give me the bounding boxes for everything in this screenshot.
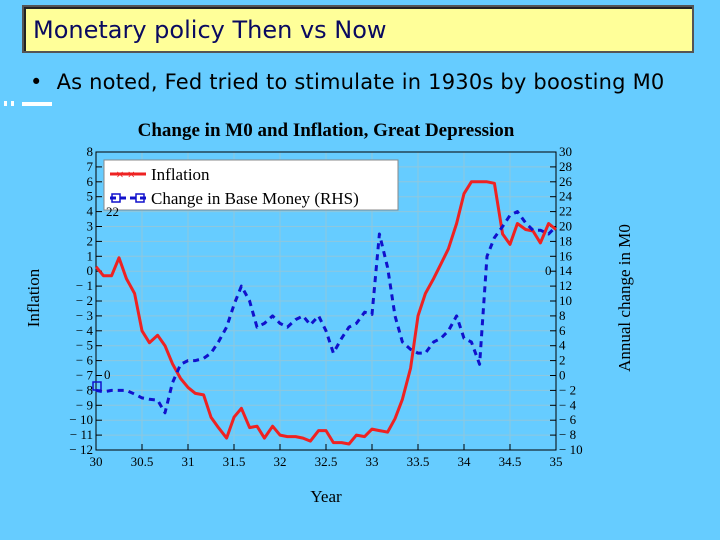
y-axis-label-right: Annual change in M0 (615, 224, 634, 372)
x-tick-label: 33.5 (407, 454, 430, 469)
right-tick-label: 26 (559, 174, 573, 189)
right-tick-label: 18 (559, 233, 572, 248)
left-tick-label: − 9 (76, 397, 93, 412)
left-tick-label: 6 (87, 174, 94, 189)
x-tick-label: 32 (274, 454, 287, 469)
y-axis-label-left: Inflation (24, 268, 43, 327)
left-tick-label: 5 (87, 189, 94, 204)
left-tick-label: − 7 (76, 368, 94, 383)
slide-title: Monetary policy Then vs Now (33, 16, 387, 44)
x-tick-label: 31.5 (223, 454, 246, 469)
left-tick-label: 7 (87, 159, 94, 174)
right-tick-label: 0 (559, 368, 566, 383)
right-tick-label: 20 (559, 219, 572, 234)
bullet-point: • As noted, Fed tried to stimulate in 193… (30, 70, 664, 94)
x-axis-label: Year (310, 487, 342, 506)
right-tick-label: 28 (559, 159, 572, 174)
legend-inflation-marker: × × (116, 168, 135, 183)
legend-money-marker (111, 193, 121, 203)
inflation-line (94, 180, 557, 446)
left-tick-label: 0 (87, 263, 94, 278)
legend-inflation-label: Inflation (151, 165, 210, 184)
legend-money-marker (135, 193, 145, 203)
legend: × × Inflation Change in Base Money (RHS) (103, 159, 399, 211)
right-tick-label: 12 (559, 278, 572, 293)
bullet-marker: • (30, 70, 43, 94)
right-tick-label: − 10 (559, 442, 583, 457)
right-tick-label: 6 (559, 323, 566, 338)
right-tick-label: − 8 (559, 427, 576, 442)
right-tick-label: 16 (559, 248, 573, 263)
left-tick-label: − 12 (69, 442, 93, 457)
left-tick-label: − 2 (76, 293, 93, 308)
left-tick-label: − 1 (76, 278, 93, 293)
right-tick-label: 2 (559, 353, 566, 368)
x-tick-label: 33 (366, 454, 379, 469)
right-tick-label: 4 (559, 338, 566, 353)
left-tick-label: 3 (87, 219, 94, 234)
stray-label: 0 (104, 367, 111, 382)
x-tick-label: 31 (182, 454, 195, 469)
x-tick-label: 34 (458, 454, 472, 469)
left-tick-label: − 5 (76, 338, 93, 353)
x-tick-label: 30 (90, 454, 103, 469)
right-tick-label: 30 (559, 144, 572, 159)
stray-label: 22 (106, 204, 119, 219)
right-tick-label: 24 (559, 189, 573, 204)
left-tick-label: − 4 (76, 323, 94, 338)
left-tick-label: 1 (87, 248, 94, 263)
x-tick-label: 34.5 (499, 454, 522, 469)
series-start-marker (92, 381, 102, 391)
right-tick-label: − 6 (559, 412, 577, 427)
legend-money-label: Change in Base Money (RHS) (151, 189, 359, 208)
right-tick-label: − 4 (559, 397, 577, 412)
left-tick-label: − 6 (76, 353, 94, 368)
left-tick-label: 4 (87, 204, 94, 219)
x-tick-label: 32.5 (315, 454, 338, 469)
left-tick-label: − 10 (69, 412, 93, 427)
slide-title-box: Monetary policy Then vs Now (22, 5, 694, 53)
stray-label: 0 (545, 263, 552, 278)
x-tick-label: 30.5 (131, 454, 154, 469)
x-axis: 30 30.5 31 31.5 32 32.5 33 33.5 34 34.5 35 (90, 444, 563, 469)
left-tick-label: − 8 (76, 382, 93, 397)
right-tick-label: 8 (559, 308, 566, 323)
bullet-text: As noted, Fed tried to stimulate in 1930… (56, 70, 665, 94)
left-tick-label: 2 (87, 233, 94, 248)
left-tick-label: 8 (87, 144, 94, 159)
right-tick-label: 22 (559, 204, 572, 219)
x-tick-label: 35 (550, 454, 563, 469)
left-tick-label: − 11 (70, 427, 93, 442)
series-layer (94, 180, 558, 446)
right-tick-label: − 2 (559, 382, 576, 397)
chart-title: Change in M0 and Inflation, Great Depres… (138, 120, 515, 141)
legend-box (103, 159, 399, 211)
decorative-dash-icon (4, 101, 52, 106)
left-tick-label: − 3 (76, 308, 93, 323)
base-money-line (95, 210, 558, 415)
right-tick-label: 14 (559, 263, 573, 278)
right-tick-label: 10 (559, 293, 572, 308)
